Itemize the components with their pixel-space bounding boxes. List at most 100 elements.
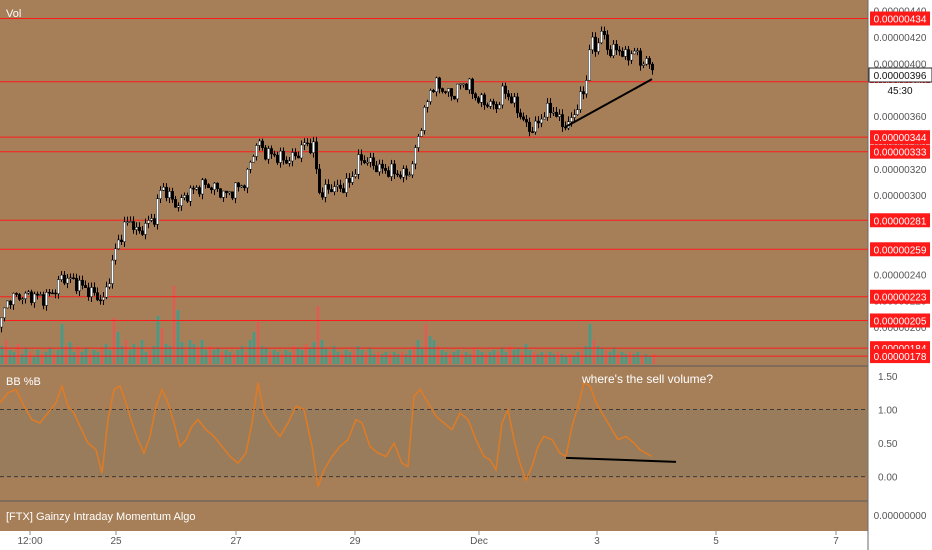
volume-bar	[228, 352, 232, 364]
candle-body	[228, 191, 231, 194]
candle-body	[408, 174, 411, 177]
volume-bar	[572, 356, 576, 364]
time-tick-label: 29	[349, 536, 361, 547]
candle-body	[522, 116, 525, 120]
candle-body	[369, 157, 372, 163]
volume-bar	[552, 354, 556, 364]
candle-body	[339, 184, 342, 189]
candle-body	[510, 96, 513, 104]
candle-body	[501, 85, 504, 106]
volume-bar	[120, 346, 124, 364]
volume-bar	[620, 352, 624, 364]
candle-body	[576, 109, 579, 115]
candle-body	[537, 120, 540, 124]
candle-body	[291, 152, 294, 162]
candle-body	[78, 280, 81, 292]
candle-body	[636, 50, 639, 53]
candle-body	[585, 80, 588, 95]
candle-body	[69, 277, 72, 280]
candle-body	[123, 221, 126, 242]
volume-bar	[412, 346, 416, 364]
candle-body	[579, 91, 582, 110]
candle-body	[18, 294, 21, 300]
time-axis-panel[interactable]	[0, 531, 868, 550]
volume-bar	[232, 354, 236, 364]
candle-body	[111, 259, 114, 284]
price-tick-label: 0.00000200	[874, 323, 927, 334]
candle-body	[453, 95, 456, 100]
candle-body	[555, 111, 558, 117]
candle-body	[105, 286, 108, 298]
candle-body	[189, 187, 192, 202]
volume-bar	[576, 352, 580, 364]
indicator-annotation[interactable]: where's the sell volume?	[581, 372, 713, 386]
candle-body	[315, 141, 318, 170]
volume-bar	[16, 344, 20, 364]
level-label-box	[870, 144, 930, 159]
candle-body	[594, 36, 597, 52]
volume-bar	[508, 346, 512, 364]
volume-bar	[108, 350, 112, 364]
candle-body	[366, 161, 369, 164]
volume-bar	[484, 354, 488, 364]
candle-body	[21, 298, 24, 300]
candle-body	[333, 186, 336, 192]
candle-body	[156, 198, 159, 225]
candle-body	[297, 155, 300, 159]
candle-body	[141, 230, 144, 235]
volume-bar	[460, 354, 464, 364]
volume-bar	[144, 352, 148, 364]
volume-bar	[88, 354, 92, 364]
candle-body	[288, 160, 291, 164]
time-tick-label: 7	[833, 536, 839, 547]
volume-bar	[304, 344, 308, 364]
candle-body	[462, 83, 465, 86]
volume-bar	[648, 356, 652, 364]
candle-body	[429, 90, 432, 102]
candle-body	[561, 114, 564, 128]
indicator-trendline[interactable]	[565, 456, 677, 463]
candle-body	[300, 144, 303, 159]
volume-bar	[112, 318, 116, 364]
candle-body	[15, 293, 18, 295]
candle-body	[9, 300, 12, 305]
candle-body	[279, 150, 282, 163]
candle-body	[450, 88, 453, 97]
candle-body	[255, 145, 258, 157]
volume-bar	[644, 354, 648, 364]
price-trendline[interactable]	[565, 78, 653, 128]
candle-body	[264, 147, 267, 160]
volume-bar	[184, 350, 188, 364]
candle-body	[354, 173, 357, 177]
candle-body	[519, 112, 522, 118]
volume-bar	[344, 350, 348, 364]
candle-body	[393, 163, 396, 175]
candle-body	[474, 93, 477, 99]
candle-body	[360, 154, 363, 161]
time-tick-label: Dec	[470, 536, 488, 547]
candle-body	[633, 50, 636, 55]
candle-body	[552, 111, 555, 114]
candle-body	[642, 63, 645, 66]
candle-body	[147, 220, 150, 224]
countdown-box	[869, 83, 932, 96]
volume-bar	[220, 352, 224, 364]
volume-bar	[492, 350, 496, 364]
volume-bar	[140, 340, 144, 364]
time-tick-label: 25	[110, 536, 122, 547]
level-lines	[0, 18, 868, 357]
candle-body	[174, 199, 177, 208]
volume-bar	[240, 346, 244, 364]
candle-body	[48, 292, 51, 294]
candle-body	[405, 168, 408, 176]
volume-bar	[632, 354, 636, 364]
volume-bar	[44, 352, 48, 364]
volume-bar	[560, 354, 564, 364]
candle-body	[309, 143, 312, 154]
volume-bar	[512, 350, 516, 364]
candle-body	[252, 156, 255, 163]
candle-body	[618, 49, 621, 52]
bb-band-fill	[0, 409, 868, 477]
candle-body	[57, 279, 60, 294]
volume-bar	[128, 350, 132, 364]
